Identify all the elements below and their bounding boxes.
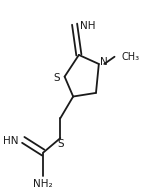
Text: S: S	[53, 73, 60, 82]
Text: HN: HN	[4, 136, 19, 146]
Text: NH₂: NH₂	[33, 179, 53, 189]
Text: N: N	[100, 57, 107, 67]
Text: CH₃: CH₃	[122, 52, 140, 62]
Text: NH: NH	[80, 21, 96, 31]
Text: S: S	[58, 139, 64, 149]
